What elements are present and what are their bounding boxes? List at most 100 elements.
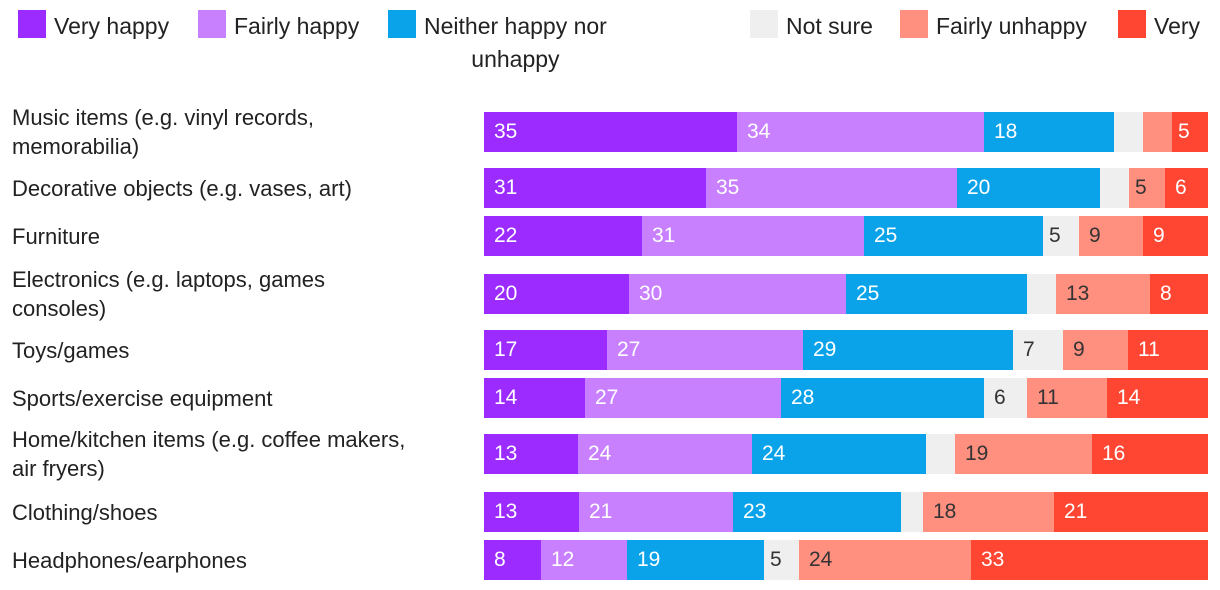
bar-segment-very-unhappy: 14 xyxy=(1107,378,1208,418)
bar-row: 13 21 23 18 21 xyxy=(484,492,1208,532)
bar-segment-not-sure: 5 xyxy=(1043,216,1079,256)
bar-segment-fairly-happy: 31 xyxy=(642,216,864,256)
data-label: 13 xyxy=(494,442,518,465)
bar-segment-fairly-happy: 34 xyxy=(737,112,984,152)
bar-segment-fairly-unhappy: 24 xyxy=(799,540,971,580)
bar-segment-very-unhappy: 5 xyxy=(1172,112,1208,152)
data-label: 25 xyxy=(874,224,898,247)
data-label: 13 xyxy=(494,500,518,523)
bar-segment-fairly-unhappy: 5 xyxy=(1129,168,1165,208)
data-label: 9 xyxy=(1089,224,1101,247)
data-label: 35 xyxy=(716,176,740,199)
bar-segment-very-unhappy: 6 xyxy=(1165,168,1208,208)
data-label: 14 xyxy=(1117,386,1141,409)
category-label: Electronics (e.g. laptops, games consoles… xyxy=(12,267,326,321)
data-label: 34 xyxy=(747,120,771,143)
bar-segment-very-happy: 17 xyxy=(484,330,607,370)
data-label: 19 xyxy=(637,548,661,571)
data-label: 5 xyxy=(1178,120,1190,143)
bar-segment-fairly-unhappy: 19 xyxy=(955,434,1092,474)
data-label: 29 xyxy=(813,338,837,361)
bar-segment-not-sure xyxy=(1027,274,1056,314)
bar-segment-fairly-happy: 27 xyxy=(607,330,803,370)
bar-segment-very-unhappy: 11 xyxy=(1128,330,1208,370)
legend-swatch-very-unhappy xyxy=(1118,10,1146,38)
data-label: 13 xyxy=(1066,282,1090,305)
bar-segment-very-happy: 13 xyxy=(484,434,578,474)
data-label: 24 xyxy=(809,548,833,571)
data-label: 11 xyxy=(1138,338,1160,361)
bar-segment-fairly-unhappy: 9 xyxy=(1063,330,1128,370)
bar-segment-not-sure xyxy=(1114,112,1143,152)
bar-segment-not-sure: 6 xyxy=(984,378,1027,418)
bar-row: 20 30 25 13 8 xyxy=(484,274,1208,314)
data-label: 7 xyxy=(1023,338,1035,361)
legend-label: Not sure xyxy=(786,13,873,39)
bar-segment-very-happy: 13 xyxy=(484,492,579,532)
category-label: Furniture xyxy=(12,223,101,249)
bar-segment-fairly-happy: 35 xyxy=(706,168,957,208)
category-label: Clothing/shoes xyxy=(12,499,158,525)
bar-segment-neither-happy-nor-unhappy: 20 xyxy=(957,168,1100,208)
data-label: 18 xyxy=(994,120,1018,143)
data-label: 16 xyxy=(1102,442,1126,465)
bar-row: 14 27 28 6 11 14 xyxy=(484,378,1208,418)
bar-segment-very-unhappy: 16 xyxy=(1092,434,1208,474)
bar-segment-very-happy: 20 xyxy=(484,274,629,314)
data-label: 23 xyxy=(743,500,767,523)
bar-segment-neither-happy-nor-unhappy: 24 xyxy=(752,434,926,474)
data-label: 18 xyxy=(933,500,957,523)
bar-segment-fairly-unhappy: 13 xyxy=(1056,274,1150,314)
bar-segment-very-happy: 14 xyxy=(484,378,585,418)
bar-segment-very-happy: 22 xyxy=(484,216,642,256)
legend-swatch-very-happy xyxy=(18,10,46,38)
legend-swatch-not-sure xyxy=(750,10,778,38)
bar-segment-neither-happy-nor-unhappy: 18 xyxy=(984,112,1114,152)
data-label: 9 xyxy=(1153,224,1165,247)
bar-segment-fairly-happy: 27 xyxy=(585,378,781,418)
bar-segment-very-happy: 8 xyxy=(484,540,541,580)
legend-item-very-unhappy: Very xyxy=(1118,10,1200,43)
category-label: Toys/games xyxy=(12,337,130,363)
bar-segment-fairly-unhappy xyxy=(1143,112,1172,152)
data-label: 20 xyxy=(494,282,518,305)
bar-segment-not-sure xyxy=(926,434,955,474)
data-label: 20 xyxy=(967,176,991,199)
bar-segment-fairly-unhappy: 9 xyxy=(1079,216,1143,256)
bar-segment-not-sure: 5 xyxy=(764,540,799,580)
data-label: 33 xyxy=(981,548,1005,571)
data-label: 28 xyxy=(791,386,815,409)
legend-swatch-fairly-happy xyxy=(198,10,226,38)
bar-segment-very-unhappy: 33 xyxy=(971,540,1208,580)
data-label: 6 xyxy=(994,386,1006,409)
legend-item-neither-happy-nor-unhappy: Neither happy nor unhappy xyxy=(388,10,607,76)
bar-segment-very-happy: 35 xyxy=(484,112,737,152)
data-label: 5 xyxy=(770,548,782,571)
legend-item-very-happy: Very happy xyxy=(18,10,169,43)
category-label: Decorative objects (e.g. vases, art) xyxy=(12,175,352,201)
bar-segment-not-sure: 7 xyxy=(1013,330,1063,370)
category-label: Headphones/earphones xyxy=(12,547,247,573)
data-label: 25 xyxy=(856,282,880,305)
bar-segment-fairly-happy: 12 xyxy=(541,540,627,580)
data-label: 27 xyxy=(595,386,619,409)
bar-segment-neither-happy-nor-unhappy: 28 xyxy=(781,378,984,418)
bar-row: 31 35 20 5 6 xyxy=(484,168,1208,208)
data-label: 31 xyxy=(652,224,676,247)
legend-swatch-neither-happy-nor-unhappy xyxy=(388,10,416,38)
data-label: 21 xyxy=(1064,500,1088,523)
legend-item-fairly-unhappy: Fairly unhappy xyxy=(900,10,1087,43)
bar-segment-fairly-happy: 30 xyxy=(629,274,846,314)
legend-label: Fairly unhappy xyxy=(936,13,1087,39)
data-label: 8 xyxy=(494,548,506,571)
bar-segment-neither-happy-nor-unhappy: 25 xyxy=(864,216,1043,256)
data-label: 8 xyxy=(1160,282,1172,305)
bar-segment-neither-happy-nor-unhappy: 23 xyxy=(733,492,901,532)
data-label: 9 xyxy=(1073,338,1085,361)
bar-segment-very-unhappy: 21 xyxy=(1054,492,1208,532)
data-label: 24 xyxy=(588,442,612,465)
data-label: 11 xyxy=(1037,386,1059,409)
data-label: 17 xyxy=(494,338,518,361)
chart-legend: Very happy Fairly happy Neither happy nor u… xyxy=(18,10,1218,80)
bar-row: 22 31 25 5 9 9 xyxy=(484,216,1208,256)
